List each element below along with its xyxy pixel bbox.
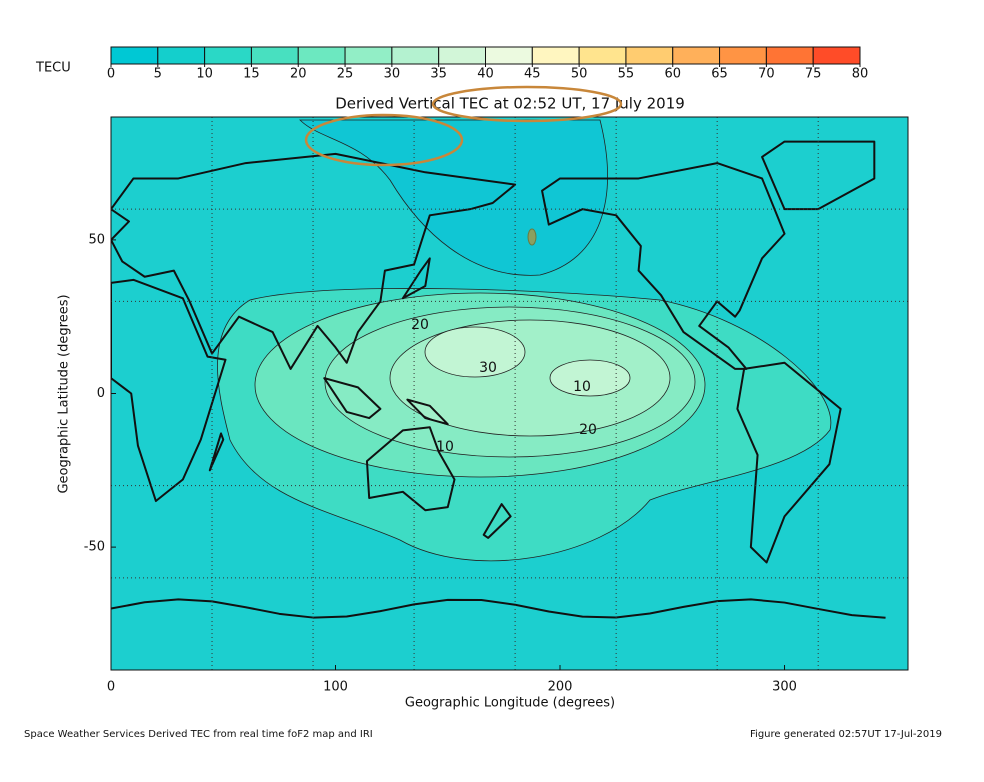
y-axis-label: Geographic Latitude (degrees) <box>57 294 72 493</box>
colorbar-tick-label: 10 <box>196 67 213 82</box>
highlight <box>431 85 623 123</box>
colorbar-tick-label: 65 <box>711 67 728 82</box>
colorbar-segment <box>204 46 252 65</box>
colorbar-segment <box>297 46 346 65</box>
coastline <box>111 598 886 619</box>
coastline <box>111 152 517 370</box>
colorbar-label: TECU <box>35 61 71 76</box>
colorbar-segment <box>719 46 767 65</box>
x-tick-label: 200 <box>548 680 573 695</box>
contour-label: 30 <box>479 360 497 376</box>
colorbar-tick-label: 5 <box>154 67 162 82</box>
footer-right: Figure generated 02:57UT 17-Jul-2019 <box>750 729 942 740</box>
colorbar-segment <box>485 46 533 65</box>
colorbar-tick-label: 25 <box>337 67 354 82</box>
contour-label: 20 <box>579 422 597 438</box>
colorbar-tick-label: 55 <box>618 67 635 82</box>
map-field <box>111 117 908 670</box>
colorbar-tick-label: 80 <box>852 67 869 82</box>
contour-label: 20 <box>411 317 429 333</box>
contour-30a <box>424 326 526 378</box>
colorbar-tick-label: 75 <box>805 67 822 82</box>
colorbar-segment <box>438 46 486 65</box>
colorbar-tick-label: 20 <box>290 67 307 82</box>
contour-label: 10 <box>436 439 454 455</box>
y-tick-label: 0 <box>97 386 105 401</box>
colorbar-tick-label: 15 <box>243 67 260 82</box>
x-tick-label: 0 <box>107 680 115 695</box>
colorbar-tick-label: 60 <box>664 67 681 82</box>
colorbar-segment <box>672 46 721 65</box>
coastline <box>482 503 512 539</box>
colorbar-segment <box>110 46 159 65</box>
colorbar-tick-label: 0 <box>107 67 115 82</box>
x-axis-label: Geographic Longitude (degrees) <box>405 696 615 711</box>
coastline <box>323 377 382 420</box>
coastline <box>208 432 225 472</box>
colorbar-tick-label: 35 <box>430 67 447 82</box>
colorbar-segment <box>344 46 393 65</box>
colorbar-tick-label: 30 <box>384 67 401 82</box>
colorbar-segment <box>578 46 627 65</box>
coastline <box>365 426 456 512</box>
coastline <box>111 278 227 503</box>
x-tick-label: 300 <box>772 680 797 695</box>
colorbar-tick-label: 50 <box>571 67 588 82</box>
highlight <box>304 113 464 167</box>
colorbar-segment <box>765 46 814 65</box>
colorbar-tick-label: 40 <box>477 67 494 82</box>
map-title: Derived Vertical TEC at 02:52 UT, 17 Jul… <box>335 95 685 113</box>
footer-left: Space Weather Services Derived TEC from … <box>24 729 373 740</box>
colorbar-segment <box>157 46 206 65</box>
contour-label: 10 <box>573 379 591 395</box>
y-tick-label: 50 <box>88 232 105 247</box>
coastline <box>406 398 449 426</box>
coastline <box>401 257 431 300</box>
colorbar-tick-label: 45 <box>524 67 541 82</box>
coastline <box>736 361 842 564</box>
y-tick-label: -50 <box>84 540 105 555</box>
colorbar-segment <box>391 46 440 65</box>
colorbar-tick-label: 70 <box>758 67 775 82</box>
highlight <box>527 228 537 246</box>
x-tick-label: 100 <box>323 680 348 695</box>
colorbar-segment <box>812 46 861 65</box>
colorbar-segment <box>625 46 674 65</box>
contour-30b <box>549 359 631 397</box>
colorbar-segment <box>531 46 580 65</box>
colorbar-segment <box>250 46 299 65</box>
coastline <box>541 162 786 370</box>
